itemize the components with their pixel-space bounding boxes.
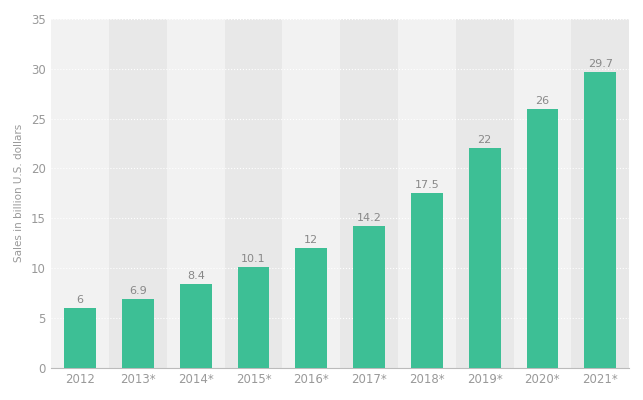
Text: 29.7: 29.7 — [588, 59, 613, 69]
Bar — [180, 284, 212, 368]
Bar — [584, 72, 616, 368]
Bar — [514, 19, 572, 368]
Bar — [411, 193, 443, 368]
Bar — [340, 19, 398, 368]
Bar — [572, 19, 629, 368]
Bar — [469, 148, 500, 368]
Text: 14.2: 14.2 — [357, 213, 381, 223]
Bar — [456, 19, 514, 368]
Bar — [527, 108, 558, 368]
Text: 6: 6 — [77, 295, 84, 305]
Text: 8.4: 8.4 — [186, 271, 204, 281]
Bar — [282, 19, 340, 368]
Bar — [167, 19, 224, 368]
Text: 6.9: 6.9 — [129, 286, 147, 296]
Bar — [353, 226, 385, 368]
Text: 22: 22 — [478, 136, 492, 146]
Text: 26: 26 — [536, 96, 550, 106]
Text: 17.5: 17.5 — [415, 180, 439, 190]
Y-axis label: Sales in billion U.S. dollars: Sales in billion U.S. dollars — [14, 124, 24, 262]
Text: 10.1: 10.1 — [241, 254, 266, 264]
Bar — [122, 299, 154, 368]
Bar — [398, 19, 456, 368]
Bar — [295, 248, 327, 368]
Bar — [238, 267, 269, 368]
Bar — [64, 308, 96, 368]
Bar — [109, 19, 167, 368]
Text: 12: 12 — [304, 235, 318, 245]
Bar — [224, 19, 282, 368]
Bar — [51, 19, 109, 368]
